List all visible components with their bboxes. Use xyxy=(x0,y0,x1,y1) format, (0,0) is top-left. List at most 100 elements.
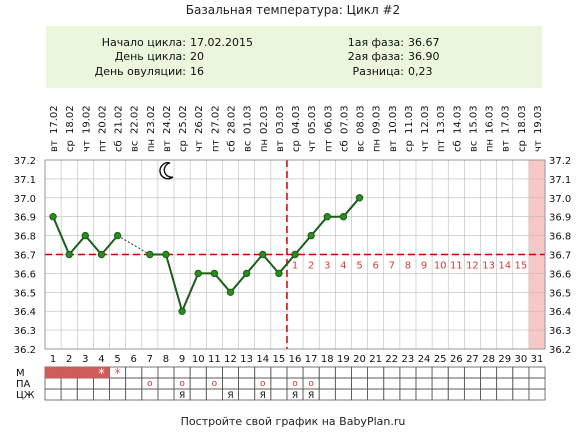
date-label: 19.03 xyxy=(533,105,544,134)
phase2-day-number: 7 xyxy=(389,261,395,272)
row-cell xyxy=(125,388,143,401)
temperature-gap-segment xyxy=(117,235,151,255)
period-cell xyxy=(44,366,62,379)
phase2-day-number: 10 xyxy=(434,261,447,272)
y-tick-right: 36.4 xyxy=(549,307,571,318)
phase2-day-number: 15 xyxy=(514,261,527,272)
day-number: 31 xyxy=(531,354,544,365)
temperature-point xyxy=(162,250,170,259)
temperature-segment xyxy=(100,234,119,256)
day-number: 27 xyxy=(466,354,479,365)
row-cell xyxy=(463,366,481,379)
row-cell xyxy=(528,366,546,379)
temperature-point xyxy=(210,269,219,278)
row-cell xyxy=(351,377,369,390)
weekday-label: сб xyxy=(452,140,463,152)
row-cell xyxy=(173,366,191,379)
weekday-label: чт xyxy=(81,140,92,152)
day-number: 25 xyxy=(434,354,447,365)
period-cell xyxy=(60,366,78,379)
temperature-point xyxy=(113,231,122,240)
date-label: 07.03 xyxy=(339,105,350,134)
phase1-value: 36.67 xyxy=(408,36,440,49)
day-number: 5 xyxy=(114,354,120,365)
row-cell xyxy=(496,388,514,401)
day-number: 6 xyxy=(131,354,137,365)
row-cell xyxy=(480,388,498,401)
phase2-day-number: 2 xyxy=(308,261,314,272)
phase2-day-number: 13 xyxy=(482,261,495,272)
row-cell xyxy=(528,377,546,390)
chart-title: Базальная температура: Цикл #2 xyxy=(186,3,400,17)
day-number: 16 xyxy=(289,354,302,365)
temperature-point xyxy=(275,269,283,278)
weekday-label: сб xyxy=(114,140,125,152)
day-number: 30 xyxy=(514,354,527,365)
y-tick-left: 36.8 xyxy=(14,232,36,243)
date-label: 06.03 xyxy=(323,105,334,134)
day-number: 2 xyxy=(66,354,72,365)
date-label: 14.03 xyxy=(452,105,463,134)
day-number: 21 xyxy=(369,354,382,365)
row-cell xyxy=(512,377,530,390)
plot-frame xyxy=(44,159,546,350)
pa-ya-mark: Я xyxy=(260,391,266,401)
difference-label: Разница: xyxy=(353,65,405,78)
row-cell xyxy=(157,388,175,401)
day-number: 12 xyxy=(224,354,237,365)
summary-panel xyxy=(46,26,542,88)
day-number: 18 xyxy=(321,354,334,365)
row-cell xyxy=(238,366,256,379)
row-cell xyxy=(399,388,417,401)
row-cell xyxy=(334,388,352,401)
pa-ya-mark: Я xyxy=(308,391,314,401)
temperature-segment xyxy=(213,272,232,293)
phase2-day-number: 8 xyxy=(405,261,411,272)
row-cell xyxy=(125,366,143,379)
row-cell xyxy=(270,388,288,401)
weekday-label: вс xyxy=(468,141,479,152)
weekday-label: пн xyxy=(146,139,157,152)
row-cell xyxy=(399,377,417,390)
row-cell xyxy=(351,366,369,379)
pa-ya-mark: Я xyxy=(179,391,185,401)
row-cell xyxy=(189,366,207,379)
weekday-label: пт xyxy=(210,139,221,152)
date-label: 26.02 xyxy=(194,105,205,134)
date-label: 17.03 xyxy=(501,105,512,134)
row-cell xyxy=(60,388,78,401)
phase2-day-number: 1 xyxy=(292,261,298,272)
row-cell xyxy=(222,366,239,379)
weekday-label: ср xyxy=(291,140,302,152)
ovulation-day-label: День овуляции: xyxy=(95,65,186,78)
date-label: 24.02 xyxy=(162,105,173,134)
row-cell xyxy=(286,366,304,379)
row-cell xyxy=(109,388,127,401)
date-label: 08.03 xyxy=(356,105,367,134)
date-label: 11.03 xyxy=(404,105,415,134)
date-label: 20.02 xyxy=(97,105,108,134)
weekday-label: пт xyxy=(323,139,334,152)
weekday-label: пн xyxy=(259,139,270,152)
day-number: 15 xyxy=(273,354,286,365)
pa-circle-mark: о xyxy=(147,379,153,389)
row-cell xyxy=(415,377,433,390)
row-cell xyxy=(60,377,78,390)
temperature-point xyxy=(307,231,315,240)
y-tick-right: 37.2 xyxy=(549,156,571,167)
y-tick-right: 36.5 xyxy=(549,288,571,299)
day-number: 7 xyxy=(147,354,153,365)
date-label: 18.03 xyxy=(517,105,528,134)
day-number: 29 xyxy=(498,354,511,365)
cycle-start-label: Начало цикла: xyxy=(102,36,186,49)
row-cell xyxy=(318,388,336,401)
temperature-point xyxy=(226,288,235,296)
row-cell xyxy=(512,388,530,401)
row-cell xyxy=(238,388,256,401)
temperature-segment xyxy=(294,234,312,256)
temperature-point xyxy=(97,250,106,259)
weekday-label: чт xyxy=(194,140,205,152)
pa-circle-mark: о xyxy=(292,379,298,389)
footer-text[interactable]: Постройте свой график на BabyPlan.ru xyxy=(181,415,406,428)
